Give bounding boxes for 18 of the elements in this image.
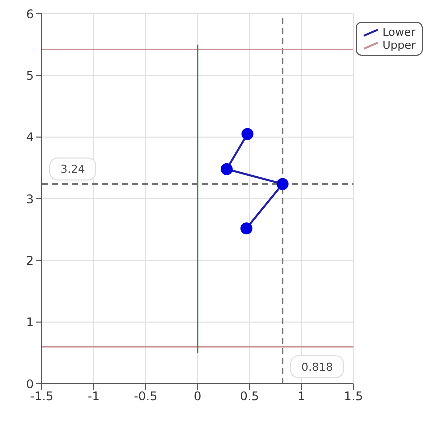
legend-label: Upper [382,39,416,52]
legend-label: Lower [382,26,416,39]
y-tick-label: 2 [26,254,34,268]
ref-line-label: 3.24 [60,163,86,176]
y-tick-label: 3 [26,192,34,206]
ref-line-label: 0.818 [302,361,334,374]
y-tick-label: 0 [26,377,34,392]
y-tick-label: 5 [26,68,34,83]
x-tick-label: 1.5 [344,390,364,404]
x-tick-label: -1.5 [30,390,54,404]
y-tick-label: 1 [26,316,34,330]
y-tick-label: 6 [26,7,34,22]
x-tick-label: 0.5 [240,390,260,404]
y-tick-label: 4 [26,130,34,145]
x-tick-label: -0.5 [134,390,158,404]
x-tick-label: -1 [88,390,100,404]
x-tick-label: 1 [298,390,306,404]
x-tick-label: 0 [194,390,202,404]
